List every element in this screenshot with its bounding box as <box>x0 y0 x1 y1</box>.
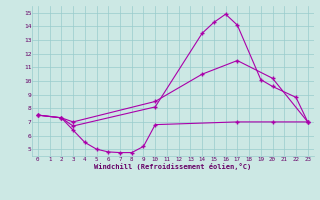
X-axis label: Windchill (Refroidissement éolien,°C): Windchill (Refroidissement éolien,°C) <box>94 163 252 170</box>
